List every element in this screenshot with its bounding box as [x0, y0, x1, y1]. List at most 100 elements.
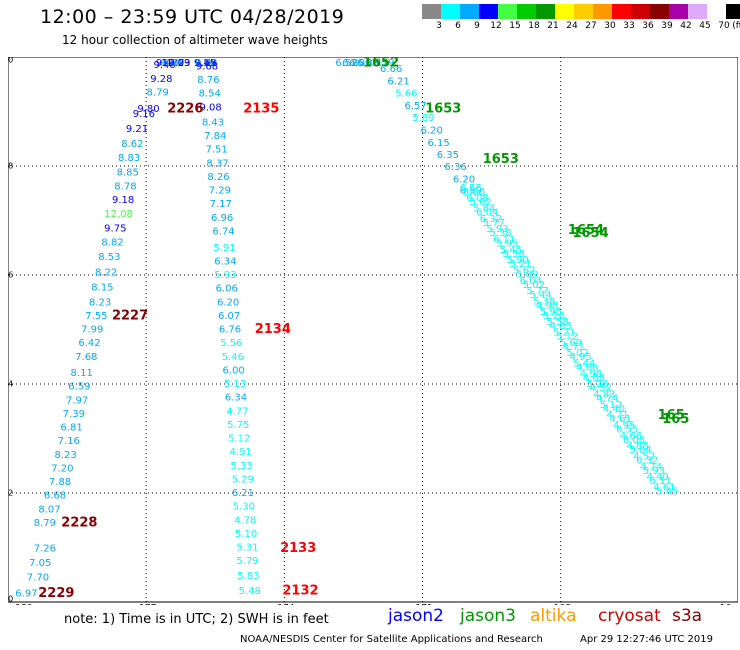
wave-height-value: 5.48	[239, 586, 261, 597]
wave-height-value: 6.52	[335, 58, 357, 69]
wave-height-value: 7.84	[204, 131, 226, 142]
wave-height-value: 6.97	[15, 588, 37, 599]
wave-height-value: 6.81	[60, 423, 82, 434]
wave-height-value: 8.87	[163, 58, 185, 69]
wave-height-value: 5.69	[560, 338, 582, 349]
legend-swatch	[536, 4, 555, 19]
wave-height-value: 8.54	[199, 89, 221, 100]
legend-swatch	[612, 4, 631, 19]
legend-swatch	[422, 4, 441, 19]
legend-swatch	[574, 4, 593, 19]
wave-height-value: 6.66	[380, 64, 402, 75]
wave-height-value: 8.90	[195, 58, 217, 69]
wave-height-value: 6.11	[493, 234, 515, 245]
wave-height-value: 5.62	[469, 197, 491, 208]
wave-height-value: 4.52	[589, 383, 611, 394]
wave-height-value: 5.02	[566, 348, 588, 359]
wave-height-value: 7.97	[66, 395, 88, 406]
wave-height-value: 5.89	[412, 113, 434, 124]
wave-height-value: 4.52	[633, 452, 655, 463]
legend-swatch	[593, 4, 612, 19]
wave-height-value: 6.06	[216, 284, 238, 295]
wave-height-value: 8.37	[206, 158, 228, 169]
wave-height-value: 6.09	[349, 58, 371, 69]
latitude-tick-label: 42	[8, 489, 13, 498]
wave-height-value: 8.23	[54, 450, 76, 461]
legend-label: 33	[623, 21, 635, 31]
wave-height-value: 5.26	[543, 311, 565, 322]
wave-height-value: 5.10	[235, 529, 257, 540]
wave-height-value: 7.51	[206, 145, 228, 156]
wave-height-value: 7.05	[29, 558, 51, 569]
wave-height-value: 4.61	[609, 414, 631, 425]
wave-height-value: 5.44	[529, 290, 551, 301]
pass-time-label: 1654	[568, 223, 604, 238]
wave-height-value: 7.20	[51, 463, 73, 474]
wave-height-value: 6.08	[466, 193, 488, 204]
wave-height-value: 4.98	[580, 369, 602, 380]
wave-height-value: 6.68	[44, 491, 66, 502]
wave-height-value: 4.78	[234, 515, 256, 526]
pass-time-label: 165	[662, 412, 689, 427]
latitude-tick-label: 40	[8, 595, 13, 604]
wave-height-value: 7.99	[81, 325, 103, 336]
wave-height-value: 8.78	[114, 182, 136, 193]
legend-swatch	[517, 4, 536, 19]
wave-height-value: 6.20	[421, 126, 443, 137]
wave-height-value: 8.85	[117, 168, 139, 179]
wave-height-value: 6.55	[460, 183, 482, 194]
wave-height-value: 4.88	[626, 441, 648, 452]
satellite-legend-jason3: jason3	[460, 606, 516, 626]
legend-swatch	[460, 4, 479, 19]
legend-label: 12	[490, 21, 502, 31]
pass-time-label: 2135	[243, 101, 279, 116]
wave-height-value: 5.26	[586, 379, 608, 390]
footer-credit: NOAA/NESDIS Center for Satellite Applica…	[240, 634, 543, 645]
wave-height-value: 6.15	[427, 138, 449, 149]
longitude-tick-label: -171	[412, 604, 432, 605]
wave-height-value: 5.93	[643, 466, 665, 477]
legend-swatch	[479, 4, 498, 19]
wave-height-value: 9.21	[126, 124, 148, 135]
map-subtitle: 12 hour collection of altimeter wave hei…	[62, 33, 328, 47]
wave-height-value: 5.69	[516, 269, 538, 280]
wave-height-value: 6.04	[520, 276, 542, 287]
wave-height-value: 6.32	[480, 214, 502, 225]
satellite-legend-s3a: s3a	[672, 606, 703, 626]
wave-height-value: 4.74	[640, 462, 662, 473]
wave-height-value: 6.35	[365, 58, 387, 69]
wave-height-value: 5.12	[600, 400, 622, 411]
map-grid	[8, 57, 738, 602]
footer-timestamp: Apr 29 12:27:46 UTC 2019	[580, 634, 713, 645]
longitude-tick-label: -177	[136, 604, 156, 605]
wave-height-value: 5.38	[533, 296, 555, 307]
wave-height-value: 5.95	[540, 307, 562, 318]
wave-height-value: 8.83	[118, 153, 140, 164]
wave-height-value: 6.07	[218, 311, 240, 322]
wave-height-value: 8.26	[207, 172, 229, 183]
wave-height-value: 4.83	[549, 321, 571, 332]
longitude-tick-label: -168	[550, 604, 571, 605]
wave-height-value: 5.44	[573, 359, 595, 370]
wave-height-value: 5.33	[230, 461, 252, 472]
pass-time-label: 1653	[425, 101, 461, 116]
legend-label: 70	[718, 21, 730, 31]
wave-height-value: 4.74	[596, 394, 618, 405]
wave-height-value: 6.76	[219, 325, 241, 336]
wave-height-value: 6.21	[387, 77, 409, 88]
units-note: note: 1) Time is in UTC; 2) SWH is in fe…	[64, 612, 329, 627]
longitude-tick-label: -16	[716, 604, 731, 605]
legend-label: 45	[699, 21, 711, 31]
wave-height-value: 6.55	[616, 425, 638, 436]
pass-time-label: 2226	[167, 101, 203, 116]
wave-height-value: 9.68	[195, 58, 217, 69]
latitude-tick-label: 50	[8, 57, 13, 65]
wave-height-value: 5.93	[214, 270, 236, 281]
wave-height-value: 8.11	[71, 368, 93, 379]
wave-height-value: 5.77	[483, 218, 505, 229]
wave-height-value: 4.91	[229, 447, 251, 458]
wave-height-value: 6.11	[650, 476, 672, 487]
legend-swatch	[669, 4, 688, 19]
wave-height-value: 9.28	[150, 74, 172, 85]
wave-height-value: 6.20	[453, 175, 475, 186]
